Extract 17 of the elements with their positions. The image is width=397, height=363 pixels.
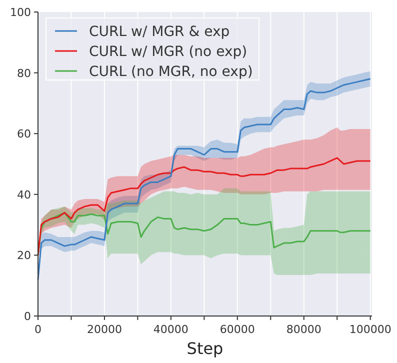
- line-series: [37, 157, 372, 256]
- x-axis-title: Step: [186, 339, 224, 358]
- y-tick-label: 60: [17, 128, 31, 141]
- x-tick-label: 20000: [86, 323, 122, 336]
- x-tick-label: 60000: [220, 323, 255, 336]
- y-tick-label: 80: [17, 66, 31, 80]
- x-tick-label: 80000: [286, 323, 322, 336]
- legend-label: CURL w/ MGR (no exp): [89, 44, 248, 60]
- y-tick-label: 0: [24, 310, 31, 323]
- y-tick-label: 100: [10, 6, 31, 19]
- y-tick-label: 40: [17, 188, 31, 202]
- x-tick-label: 40000: [153, 323, 188, 336]
- legend-label: CURL (no MGR, no exp): [89, 64, 253, 80]
- x-tick-label: 0: [34, 323, 42, 336]
- legend-label: CURL w/ MGR & exp: [89, 24, 230, 40]
- y-tick-label: 20: [17, 249, 31, 262]
- x-tick-label: 100000: [349, 323, 392, 336]
